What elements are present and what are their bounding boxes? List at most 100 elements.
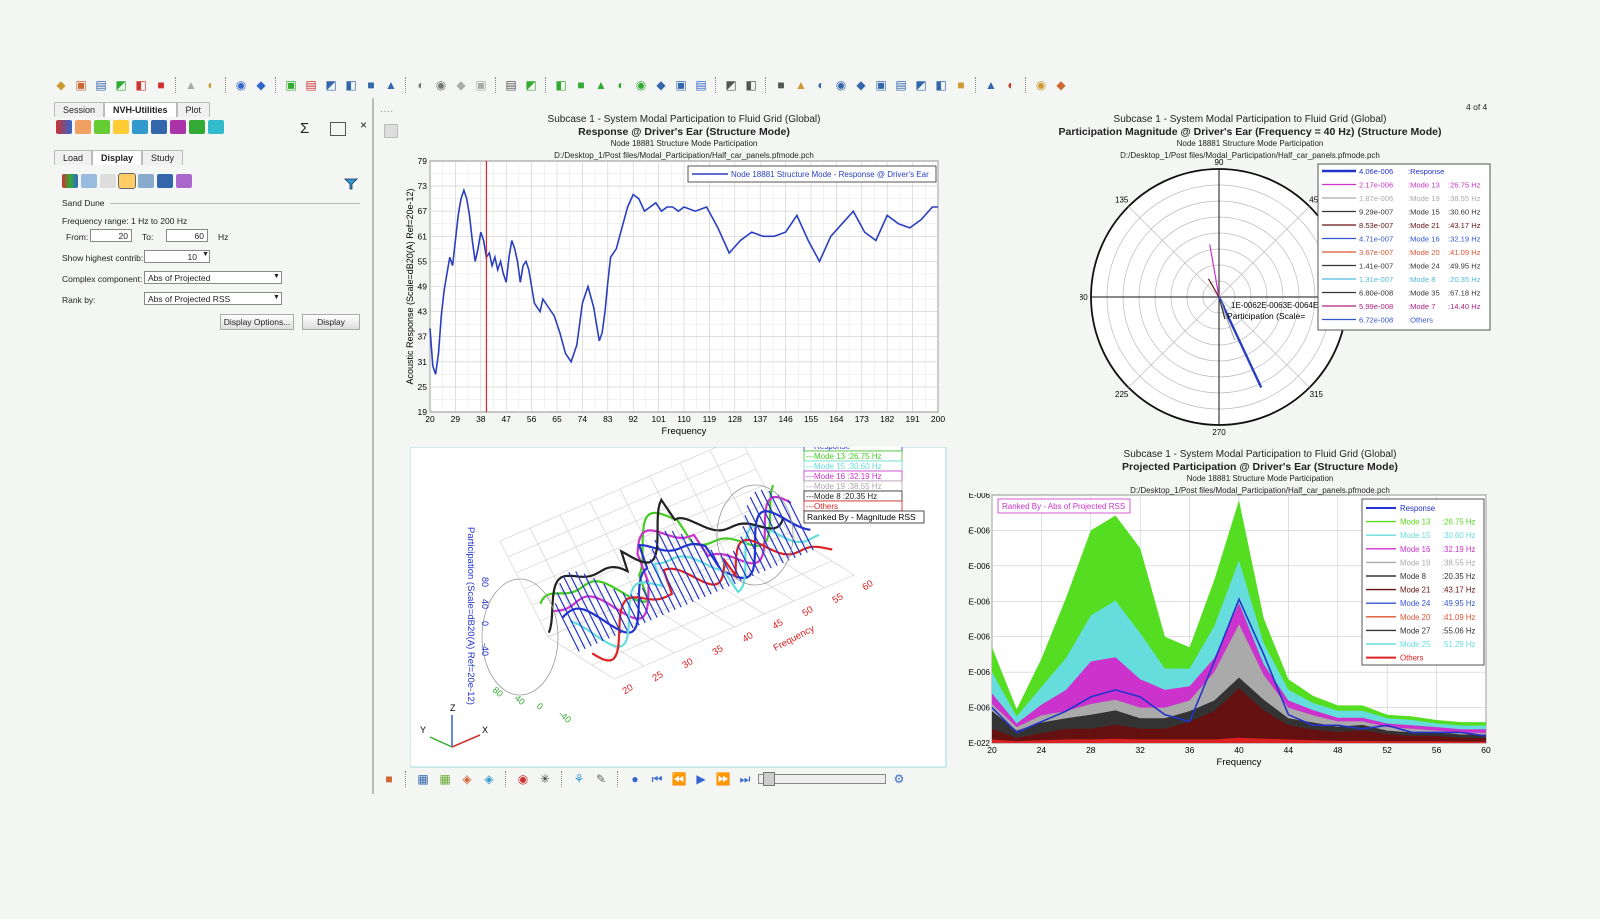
axis-xy-icon[interactable]: ■ [577, 78, 585, 92]
new-session-icon[interactable]: ◆ [56, 78, 66, 92]
bolt-icon[interactable] [113, 120, 129, 134]
rotate-icon[interactable]: ◆ [856, 78, 866, 92]
rewind-icon[interactable]: ⏪ [671, 772, 687, 786]
image-icon[interactable]: ▤ [695, 78, 707, 92]
last-frame-icon[interactable]: ⏭ [739, 772, 751, 786]
surface-icon[interactable] [176, 174, 192, 188]
view-icon[interactable]: ▦ [439, 772, 451, 786]
window-e-icon[interactable]: ■ [957, 78, 965, 92]
window-f-icon[interactable]: ▲ [985, 78, 997, 92]
graph-icon[interactable]: ◆ [1056, 78, 1066, 92]
line-chart-icon[interactable] [100, 174, 116, 188]
cut-icon[interactable]: ◐ [417, 78, 425, 92]
save-icon[interactable]: ▤ [95, 78, 107, 92]
arrow-lr-icon[interactable]: ◐ [817, 78, 825, 92]
axis-z-icon[interactable]: ▲ [595, 78, 607, 92]
axis-yz-icon[interactable]: ◉ [635, 78, 647, 92]
zoom-in-icon[interactable]: ◩ [725, 78, 737, 92]
panel-icon[interactable] [132, 120, 148, 134]
to-input[interactable]: 60 [166, 229, 208, 242]
animate-icon[interactable]: ● [631, 772, 639, 786]
complex-select[interactable]: Abs of Projected [144, 271, 282, 284]
tab-display[interactable]: Display [92, 150, 143, 165]
layout-icon[interactable]: ◩ [325, 78, 337, 92]
axis-x-icon[interactable]: ◩ [525, 78, 537, 92]
folder-icon[interactable]: ◐ [1007, 78, 1015, 92]
show-highest-select[interactable]: 10 [144, 250, 210, 263]
annotation-icon[interactable]: ✎ [595, 772, 607, 786]
layout-grid-icon[interactable]: ▲ [385, 78, 397, 92]
axis-y-icon[interactable]: ◧ [555, 78, 567, 92]
tab-nvh-utilities[interactable]: NVH-Utilities [104, 102, 177, 117]
slider-handle[interactable] [763, 772, 775, 786]
forward-icon[interactable]: ⏩ [715, 772, 731, 786]
export-icon[interactable]: ◧ [135, 78, 147, 92]
display-button[interactable]: Display [302, 314, 360, 330]
play-icon[interactable]: ▶ [696, 772, 706, 786]
rank-select[interactable]: Abs of Projected RSS [144, 292, 282, 305]
close-icon[interactable]: × [360, 118, 368, 132]
chart-icon[interactable] [189, 120, 205, 134]
layout-four-icon[interactable]: ■ [367, 78, 375, 92]
back-icon[interactable]: ◉ [235, 78, 247, 92]
tab-load[interactable]: Load [54, 150, 93, 165]
chevron-down-icon[interactable]: ▼ [202, 251, 209, 258]
globe-icon[interactable] [138, 174, 154, 188]
tab-plot[interactable]: Plot [176, 102, 211, 117]
open-file-icon[interactable]: ◐ [207, 78, 215, 92]
export-ppt-icon[interactable]: ■ [157, 78, 165, 92]
zoom-icon[interactable]: ▤ [505, 78, 517, 92]
hand-icon[interactable]: ▲ [795, 78, 807, 92]
cube-icon[interactable]: ▦ [417, 772, 429, 786]
arrow-ud-icon[interactable]: ◉ [835, 78, 847, 92]
align-icon[interactable]: ◆ [656, 78, 666, 92]
open-icon[interactable]: ▣ [75, 78, 87, 92]
paste-special-icon[interactable]: ▣ [475, 78, 487, 92]
first-frame-icon[interactable]: ⏮ [651, 772, 663, 786]
window-b-icon[interactable]: ▤ [895, 78, 907, 92]
window-a-icon[interactable]: ▣ [875, 78, 887, 92]
color-wheel-icon[interactable]: ◉ [517, 772, 529, 786]
table-icon[interactable] [330, 122, 346, 136]
layout-two-icon[interactable]: ◧ [345, 78, 357, 92]
window-d-icon[interactable]: ◧ [935, 78, 947, 92]
chevron-down-icon[interactable]: ▼ [273, 294, 280, 301]
area-chart-icon[interactable] [118, 173, 136, 189]
waterfall-icon[interactable] [157, 174, 173, 188]
spectrum-icon[interactable]: ⚘ [573, 772, 585, 786]
dsa-icon[interactable] [151, 120, 167, 134]
import-icon[interactable]: ◩ [115, 78, 127, 92]
pan-icon[interactable]: ■ [777, 78, 785, 92]
tab-session[interactable]: Session [54, 102, 105, 117]
window-c-icon[interactable]: ◩ [915, 78, 927, 92]
drag-handle-icon[interactable]: ···· [380, 106, 394, 117]
forward-icon[interactable]: ◆ [256, 78, 266, 92]
undo-icon[interactable]: ▲ [185, 78, 197, 92]
wave-icon[interactable] [56, 120, 72, 134]
axis-xz-icon[interactable]: ◐ [617, 78, 625, 92]
add-page-icon[interactable]: ▣ [285, 78, 297, 92]
copy-icon[interactable]: ◉ [435, 78, 447, 92]
perspective-icon[interactable]: ◈ [484, 772, 494, 786]
curve-icon[interactable]: ▣ [675, 78, 687, 92]
house-icon[interactable] [75, 120, 91, 134]
chevron-down-icon[interactable]: ▼ [273, 273, 280, 280]
paste-icon[interactable]: ◆ [456, 78, 466, 92]
tab-study[interactable]: Study [142, 150, 184, 165]
settings-icon[interactable]: ⚙ [893, 772, 905, 786]
grid-icon[interactable] [170, 120, 186, 134]
filter-icon[interactable] [344, 178, 358, 190]
panel-splitter[interactable] [372, 98, 374, 794]
display-options-button[interactable]: Display Options... [220, 314, 294, 330]
pipe-icon[interactable] [94, 120, 110, 134]
page-icon[interactable]: ◉ [1035, 78, 1047, 92]
cylinder-icon[interactable] [208, 120, 224, 134]
sigma-icon[interactable]: Σ [300, 120, 310, 137]
zoom-out-icon[interactable]: ◧ [745, 78, 757, 92]
palette-icon[interactable]: ■ [385, 772, 393, 786]
page-icon[interactable] [384, 124, 398, 138]
delete-page-icon[interactable]: ▤ [305, 78, 317, 92]
from-input[interactable]: 20 [90, 229, 132, 242]
bar-chart-icon[interactable] [62, 174, 78, 188]
axis-icon[interactable]: ✳ [539, 772, 551, 786]
